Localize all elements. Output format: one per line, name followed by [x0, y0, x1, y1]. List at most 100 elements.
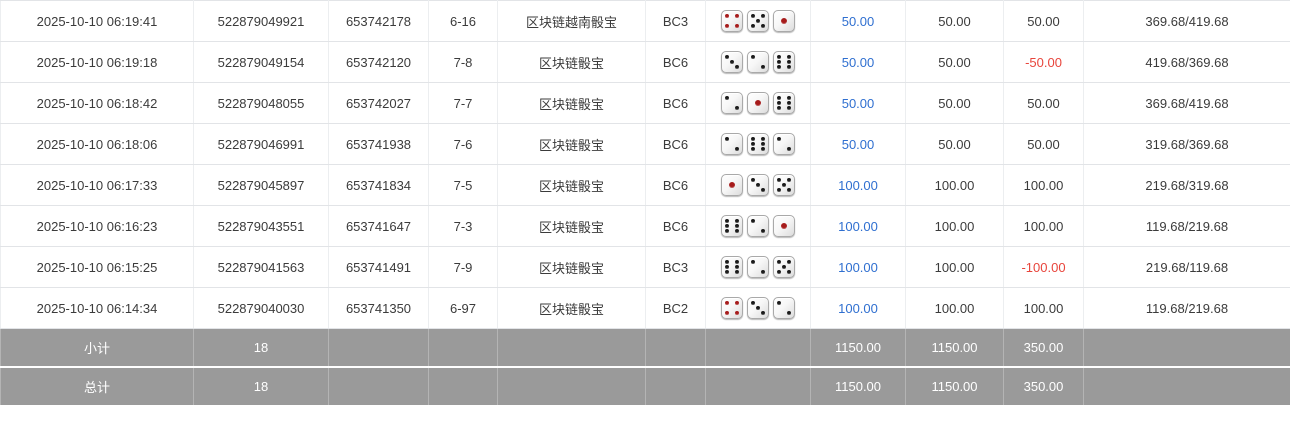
die-face-2	[721, 133, 743, 155]
period-cell: 6-16	[428, 0, 498, 42]
round-id-cell: 653742178	[328, 0, 429, 42]
round-id-cell: 653741834	[328, 164, 429, 206]
table-row: 2025-10-10 06:16:23 522879043551 653741647…	[0, 205, 1290, 247]
dice-result-cell	[705, 0, 811, 42]
dice-group	[710, 10, 806, 32]
die-pip	[776, 177, 781, 182]
die-pip	[787, 106, 792, 111]
bet-id-cell: 522879049921	[193, 0, 329, 42]
die-face-3	[747, 297, 769, 319]
summary-amount-cell: 1150.00	[810, 365, 906, 405]
subtotal-row: 小计 18 1150.00 1150.00 350.00	[0, 328, 1290, 367]
die-pip	[761, 141, 766, 146]
die-pip	[761, 13, 766, 18]
table-row: 2025-10-10 06:15:25 522879041563 653741491…	[0, 246, 1290, 288]
die-pip	[735, 300, 740, 305]
valid-amount-cell: 50.00	[905, 82, 1004, 124]
die-face-3	[721, 51, 743, 73]
balance-cell: 219.68/319.68	[1083, 164, 1290, 206]
bet-id-cell: 522879043551	[193, 205, 329, 247]
summary-game-cell	[497, 328, 646, 367]
die-pip	[787, 270, 792, 275]
die-pip	[724, 270, 729, 275]
summary-win-cell: 350.00	[1003, 365, 1084, 405]
bet-id-cell: 522879045897	[193, 164, 329, 206]
die-pip	[735, 259, 740, 264]
balance-cell: 319.68/369.68	[1083, 123, 1290, 165]
die-pip	[776, 106, 781, 111]
die-pip	[724, 264, 729, 269]
bet-amount-cell: 100.00	[810, 164, 906, 206]
round-id-cell: 653741938	[328, 123, 429, 165]
die-pip	[724, 218, 729, 223]
die-face-2	[747, 256, 769, 278]
die-pip	[776, 188, 781, 193]
summary-type-cell	[645, 328, 706, 367]
die-pip	[750, 141, 755, 146]
die-pip	[735, 13, 740, 18]
summary-game-cell	[497, 365, 646, 405]
die-pip	[750, 177, 755, 182]
summary-valid-cell: 1150.00	[905, 365, 1004, 405]
win-loss-cell: -100.00	[1003, 246, 1084, 288]
die-pip	[761, 270, 766, 275]
die-face-6	[773, 51, 795, 73]
die-pip	[750, 54, 755, 59]
bet-time-cell: 2025-10-10 06:19:18	[0, 41, 194, 83]
valid-amount-cell: 50.00	[905, 0, 1004, 42]
die-pip	[761, 229, 766, 234]
die-pip	[761, 147, 766, 152]
summary-label-cell: 总计	[0, 365, 194, 405]
summary-balance-cell	[1083, 328, 1290, 367]
die-pip	[724, 24, 729, 29]
die-pip	[750, 300, 755, 305]
bet-time-cell: 2025-10-10 06:16:23	[0, 205, 194, 247]
win-loss-cell: 100.00	[1003, 205, 1084, 247]
bet-time-cell: 2025-10-10 06:18:42	[0, 82, 194, 124]
die-pip	[750, 13, 755, 18]
bet-amount-cell: 100.00	[810, 205, 906, 247]
bet-type-cell: BC3	[645, 0, 706, 42]
game-name-cell: 区块链骰宝	[497, 164, 646, 206]
round-id-cell: 653741647	[328, 205, 429, 247]
die-pip	[724, 95, 729, 100]
valid-amount-cell: 100.00	[905, 164, 1004, 206]
die-pip	[755, 182, 760, 187]
die-face-6	[773, 92, 795, 114]
valid-amount-cell: 100.00	[905, 205, 1004, 247]
win-loss-cell: 100.00	[1003, 164, 1084, 206]
die-face-5	[773, 174, 795, 196]
die-pip	[755, 100, 761, 106]
win-loss-cell: 50.00	[1003, 123, 1084, 165]
bet-time-cell: 2025-10-10 06:19:41	[0, 0, 194, 42]
bet-history-table: 2025-10-10 06:19:41 522879049921 653742178…	[0, 0, 1290, 405]
die-pip	[724, 54, 729, 59]
die-face-5	[773, 256, 795, 278]
dice-result-cell	[705, 123, 811, 165]
round-id-cell: 653742027	[328, 82, 429, 124]
period-cell: 7-8	[428, 41, 498, 83]
balance-cell: 419.68/369.68	[1083, 41, 1290, 83]
die-pip	[776, 300, 781, 305]
summary-count-cell: 18	[193, 365, 329, 405]
bet-type-cell: BC6	[645, 164, 706, 206]
bet-type-cell: BC3	[645, 246, 706, 288]
bet-time-cell: 2025-10-10 06:17:33	[0, 164, 194, 206]
dice-result-cell	[705, 41, 811, 83]
win-loss-cell: -50.00	[1003, 41, 1084, 83]
bet-id-cell: 522879041563	[193, 246, 329, 288]
dice-group	[710, 51, 806, 73]
die-pip	[761, 311, 766, 316]
balance-cell: 119.68/219.68	[1083, 205, 1290, 247]
bet-history-body: 2025-10-10 06:19:41 522879049921 653742178…	[0, 0, 1290, 405]
die-pip	[750, 259, 755, 264]
bet-time-cell: 2025-10-10 06:18:06	[0, 123, 194, 165]
bet-amount-cell: 50.00	[810, 123, 906, 165]
die-pip	[735, 264, 740, 269]
die-pip	[761, 24, 766, 29]
die-pip	[724, 300, 729, 305]
die-pip	[750, 147, 755, 152]
table-row: 2025-10-10 06:19:18 522879049154 653742120…	[0, 41, 1290, 83]
die-pip	[729, 59, 734, 64]
die-pip	[735, 218, 740, 223]
